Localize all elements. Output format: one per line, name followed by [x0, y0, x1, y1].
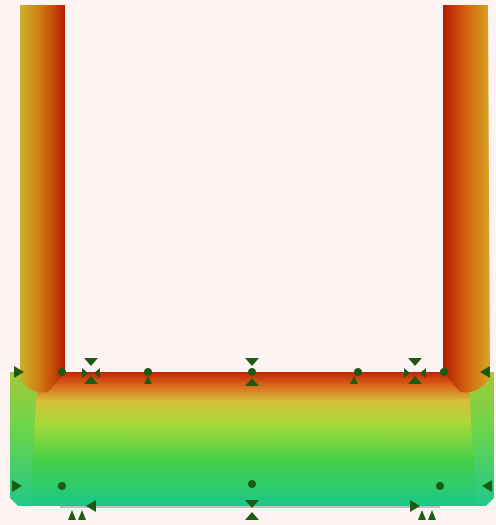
marker — [248, 368, 256, 376]
marker — [354, 368, 362, 376]
page — [0, 0, 496, 525]
marker — [436, 482, 444, 490]
marker — [58, 368, 66, 376]
simulation-view — [0, 0, 496, 525]
marker — [144, 368, 152, 376]
cavity — [65, 5, 443, 372]
left-arm — [20, 5, 65, 392]
marker — [248, 480, 256, 488]
marker — [440, 368, 448, 376]
marker — [58, 482, 66, 490]
right-arm — [443, 5, 490, 392]
